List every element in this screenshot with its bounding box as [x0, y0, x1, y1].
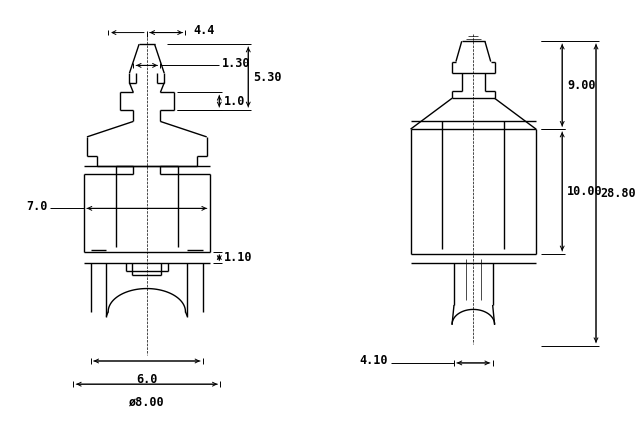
Text: 4.10: 4.10 [360, 354, 389, 367]
Text: 9.00: 9.00 [567, 79, 595, 92]
Text: ø8.00: ø8.00 [129, 396, 165, 409]
Text: 1.10: 1.10 [224, 251, 253, 264]
Text: 10.00: 10.00 [567, 185, 603, 198]
Text: 7.0: 7.0 [26, 200, 47, 213]
Text: 4.4: 4.4 [193, 24, 214, 37]
Text: 1.0: 1.0 [224, 95, 246, 108]
Text: 6.0: 6.0 [136, 373, 158, 385]
Text: 5.30: 5.30 [253, 71, 281, 84]
Text: 1.30: 1.30 [222, 57, 251, 70]
Text: 28.80: 28.80 [601, 187, 637, 200]
